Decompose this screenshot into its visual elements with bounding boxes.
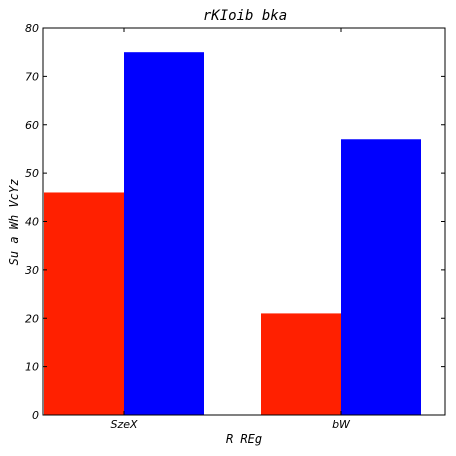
bar-bW-series-1	[261, 313, 341, 415]
y-tick-label: 10	[25, 361, 39, 374]
y-axis-label: Su a Wh VcYz	[7, 179, 21, 266]
ticks-layer: SzeX bW 0 10 20 30 40 50 60 70 80	[25, 22, 445, 431]
y-tick-label: 20	[25, 312, 39, 325]
bar-SzeX-series-1	[44, 192, 124, 415]
y-tick-label: 30	[25, 264, 39, 277]
bar-bW-series-2	[341, 139, 421, 415]
bars-layer	[44, 52, 421, 415]
x-tick-label: bW	[332, 418, 351, 431]
x-axis-label: R REg	[226, 432, 262, 446]
y-tick-label: 50	[25, 167, 39, 180]
y-tick-label: 40	[25, 216, 39, 229]
y-tick-label: 70	[25, 70, 39, 83]
bar-SzeX-series-2	[124, 52, 204, 415]
y-tick-label: 80	[25, 22, 39, 35]
y-tick-label: 60	[25, 119, 39, 132]
y-tick-label: 0	[32, 409, 39, 422]
chart-title: rKIoib bka	[203, 8, 287, 24]
x-tick-label: SzeX	[110, 418, 138, 431]
